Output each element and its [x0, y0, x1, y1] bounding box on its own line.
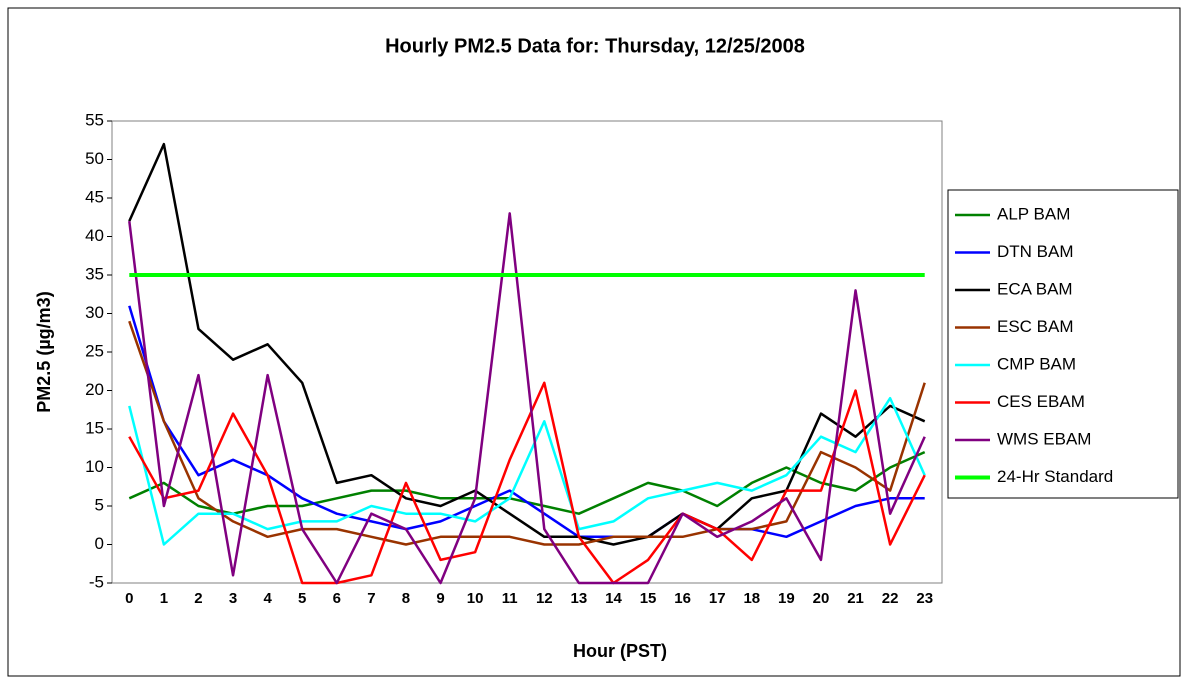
y-tick-label: 0: [95, 534, 104, 553]
x-tick-label: 3: [229, 590, 237, 607]
x-tick-label: 19: [778, 590, 795, 607]
y-tick-label: 55: [85, 110, 104, 129]
legend-label: DTN BAM: [997, 242, 1074, 261]
x-tick-label: 0: [125, 590, 133, 607]
legend-label: CMP BAM: [997, 354, 1076, 373]
x-tick-label: 1: [160, 590, 168, 607]
y-tick-label: 30: [85, 303, 104, 322]
x-tick-label: 17: [709, 590, 726, 607]
y-tick-label: 35: [85, 264, 104, 283]
legend-label: 24-Hr Standard: [997, 467, 1113, 486]
x-tick-label: 14: [605, 590, 622, 607]
legend-label: ALP BAM: [997, 204, 1070, 223]
y-tick-label: 5: [95, 495, 104, 514]
series-line: [128, 381, 926, 585]
x-tick-label: 18: [743, 590, 760, 607]
y-tick-label: 40: [85, 226, 104, 245]
series-line: [128, 142, 926, 546]
x-tick-label: 11: [502, 590, 518, 607]
x-tick-label: 6: [333, 590, 341, 607]
x-tick-label: 16: [674, 590, 691, 607]
y-axis-label: PM2.5 (µg/m3): [34, 291, 54, 412]
y-tick-label: 10: [85, 457, 104, 476]
legend: [947, 189, 1179, 499]
series-line: [128, 212, 926, 585]
x-tick-label: 21: [847, 590, 864, 607]
legend-label: WMS EBAM: [997, 429, 1091, 448]
y-tick-label: 15: [85, 418, 104, 437]
legend-label: ESC BAM: [997, 317, 1074, 336]
x-tick-label: 10: [467, 590, 484, 607]
y-tick-label: -5: [89, 572, 104, 591]
y-tick-label: 25: [85, 341, 104, 360]
x-tick-label: 5: [298, 590, 306, 607]
legend-label: CES EBAM: [997, 392, 1085, 411]
legend-entries: ALP BAM DTN BAM ECA BAM ESC BAM CMP BAM CES E…: [955, 204, 1113, 486]
x-tick-label: 23: [916, 590, 933, 607]
legend-label: ECA BAM: [997, 279, 1073, 298]
chart-title: Hourly PM2.5 Data for: Thursday, 12/25/2…: [385, 35, 805, 57]
x-tick-label: 20: [813, 590, 830, 607]
x-tick-label: 13: [571, 590, 588, 607]
x-tick-label: 22: [882, 590, 899, 607]
x-tick-label: 9: [436, 590, 444, 607]
x-tick-label: 15: [640, 590, 657, 607]
x-tick-label: 2: [194, 590, 202, 607]
y-tick-label: 20: [85, 380, 104, 399]
y-tick-label: 45: [85, 187, 104, 206]
series-line: [128, 305, 925, 539]
x-axis-label: Hour (PST): [573, 641, 667, 661]
x-tick-label: 8: [402, 590, 410, 607]
y-tick-label: 50: [85, 149, 104, 168]
series-line: [128, 396, 926, 546]
x-tick-label: 7: [367, 590, 375, 607]
x-tick-label: 4: [263, 590, 272, 607]
x-tick-label: 12: [536, 590, 553, 607]
